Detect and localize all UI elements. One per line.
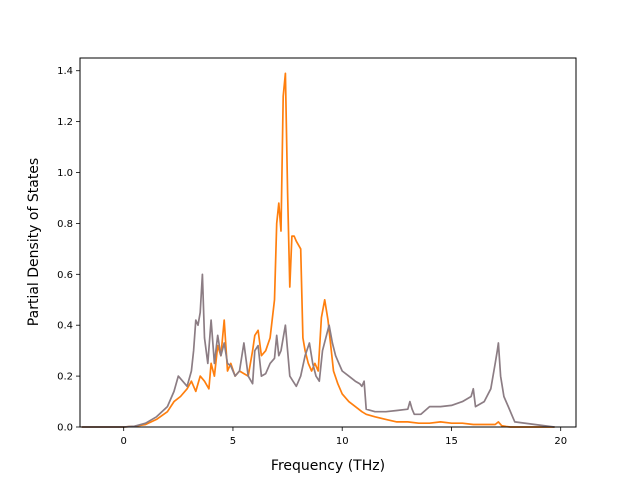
x-tick-label: 20 bbox=[554, 436, 567, 447]
y-tick-label: 0.2 bbox=[57, 372, 73, 383]
series-line-1 bbox=[81, 72, 555, 428]
y-tick-label: 0.8 bbox=[57, 219, 73, 230]
y-tick-label: 1.2 bbox=[57, 117, 73, 128]
y-tick-label: 0.4 bbox=[57, 321, 73, 332]
x-tick-label: 10 bbox=[336, 436, 349, 447]
x-tick-label: 5 bbox=[230, 436, 236, 447]
x-tick-label: 0 bbox=[121, 436, 127, 447]
y-tick-label: 0.6 bbox=[57, 270, 73, 281]
axes-layer: 0 5 10 15 20 0.0 0.2 0.4 0.6 0.8 1.0 1.2 1.4 bbox=[57, 57, 577, 447]
y-tick-label: 0.0 bbox=[57, 423, 73, 434]
y-axis-title: Partial Density of States bbox=[26, 158, 42, 326]
x-axis-title: Frequency (THz) bbox=[271, 458, 385, 474]
axes-frame bbox=[79, 57, 577, 428]
series-layer bbox=[81, 72, 555, 428]
x-tick-label: 15 bbox=[445, 436, 458, 447]
series-line-2 bbox=[81, 273, 555, 428]
y-tick-label: 1.0 bbox=[57, 168, 73, 179]
y-tick-label: 1.4 bbox=[57, 66, 73, 77]
